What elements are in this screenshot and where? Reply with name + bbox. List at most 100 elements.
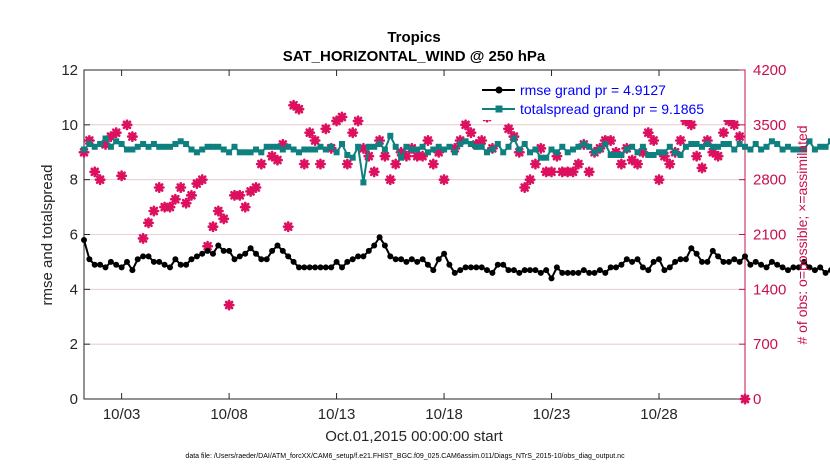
totalspread-point [532, 146, 539, 153]
y2-axis-label: # of obs: o=possible; ×=assimilated [794, 125, 810, 344]
rmse-point [462, 264, 469, 271]
rmse-point [333, 258, 340, 265]
rmse-point [183, 261, 190, 268]
obs-point [384, 174, 396, 186]
obs-point [454, 135, 466, 146]
chart-title: Tropics [387, 29, 440, 46]
totalspread-point [596, 146, 603, 153]
chart-subtitle: SAT_HORIZONTAL_WIND @ 250 hPa [283, 48, 546, 65]
rmse-point [543, 267, 550, 274]
totalspread-point [720, 141, 727, 147]
rmse-point [666, 264, 673, 271]
rmse-point [629, 258, 636, 265]
obs-point [331, 115, 343, 127]
y2-tick-label: 4200 [753, 62, 786, 79]
totalspread-point [91, 143, 98, 150]
obs-point [89, 166, 101, 178]
obs-point [664, 158, 676, 170]
obs-point [519, 182, 531, 193]
rmse-point [763, 264, 770, 271]
obs-point [126, 131, 138, 143]
y-tick-label: 4 [70, 281, 78, 298]
legend-rmse-label: rmse grand pr = 4.9127 [520, 82, 666, 98]
totalspread-point [150, 141, 157, 147]
footer-data-file: data file: /Users/raeder/DAI/ATM_forcXX/… [185, 453, 625, 460]
totalspread-point [414, 146, 421, 153]
totalspread-point [801, 146, 808, 153]
obs-point [417, 150, 429, 162]
x-tick-label: 10/08 [210, 406, 248, 423]
totalspread-point [242, 149, 249, 156]
obs-point [379, 150, 391, 162]
totalspread-point [575, 143, 582, 150]
y-tick-label: 0 [70, 391, 78, 408]
rmse-point [489, 269, 496, 276]
rmse-point [156, 258, 163, 265]
totalspread-point [645, 152, 652, 158]
obs-point [368, 166, 380, 178]
rmse-point [484, 267, 490, 274]
totalspread-point [193, 149, 200, 156]
obs-point [535, 142, 547, 154]
totalspread-point [559, 143, 566, 150]
totalspread-point [183, 141, 190, 147]
obs-point [277, 138, 289, 150]
rmse-point [736, 258, 743, 265]
totalspread-point [419, 143, 426, 150]
rmse-point [580, 267, 587, 274]
rmse-point [742, 253, 748, 260]
obs-point [648, 135, 660, 146]
x-tick-label: 10/23 [533, 406, 571, 423]
rmse-point [564, 269, 571, 276]
totalspread-point [629, 143, 636, 150]
totalspread-point [387, 132, 394, 139]
obs-point [476, 135, 488, 146]
totalspread-point [349, 154, 356, 161]
series-rmse [81, 234, 830, 282]
obs-point [658, 150, 670, 162]
rmse-point [312, 264, 319, 271]
rmse-point [618, 261, 625, 268]
rmse-point [774, 261, 781, 268]
x-tick-label: 10/13 [318, 406, 356, 423]
obs-point [175, 182, 187, 193]
rmse-point [360, 253, 367, 260]
totalspread-point [376, 141, 383, 147]
obs-point [191, 178, 203, 190]
rmse-point [86, 256, 93, 263]
obs-point [572, 158, 584, 170]
totalspread-point [328, 143, 335, 150]
totalspread-point [188, 146, 195, 153]
y-tick-label: 12 [61, 62, 78, 79]
legend-rmse-marker [495, 86, 503, 94]
rmse-point [226, 247, 233, 254]
totalspread-point [618, 152, 625, 158]
obs-point [685, 119, 697, 131]
obs-point [116, 170, 128, 182]
totalspread-point [763, 143, 770, 150]
totalspread-point [145, 143, 152, 150]
rmse-point [306, 264, 313, 271]
totalspread-point [747, 146, 754, 153]
obs-point [202, 240, 214, 252]
rmse-point [258, 256, 265, 263]
totalspread-point [226, 149, 233, 156]
totalspread-point [656, 149, 662, 156]
totalspread-point [296, 149, 302, 156]
totalspread-point [124, 146, 130, 153]
obs-point [701, 135, 713, 146]
rmse-point [215, 242, 222, 249]
rmse-point [365, 247, 372, 254]
y2-tick-label: 1400 [753, 281, 786, 298]
totalspread-point [473, 143, 480, 150]
totalspread-point [634, 149, 641, 156]
totalspread-point [699, 143, 705, 150]
totalspread-point [199, 146, 206, 153]
totalspread-point [107, 143, 114, 150]
totalspread-point [537, 154, 544, 161]
rmse-point [269, 247, 276, 254]
rmse-point [371, 242, 378, 249]
totalspread-point [365, 143, 372, 150]
rmse-point [494, 261, 501, 268]
obs-point [250, 182, 262, 193]
